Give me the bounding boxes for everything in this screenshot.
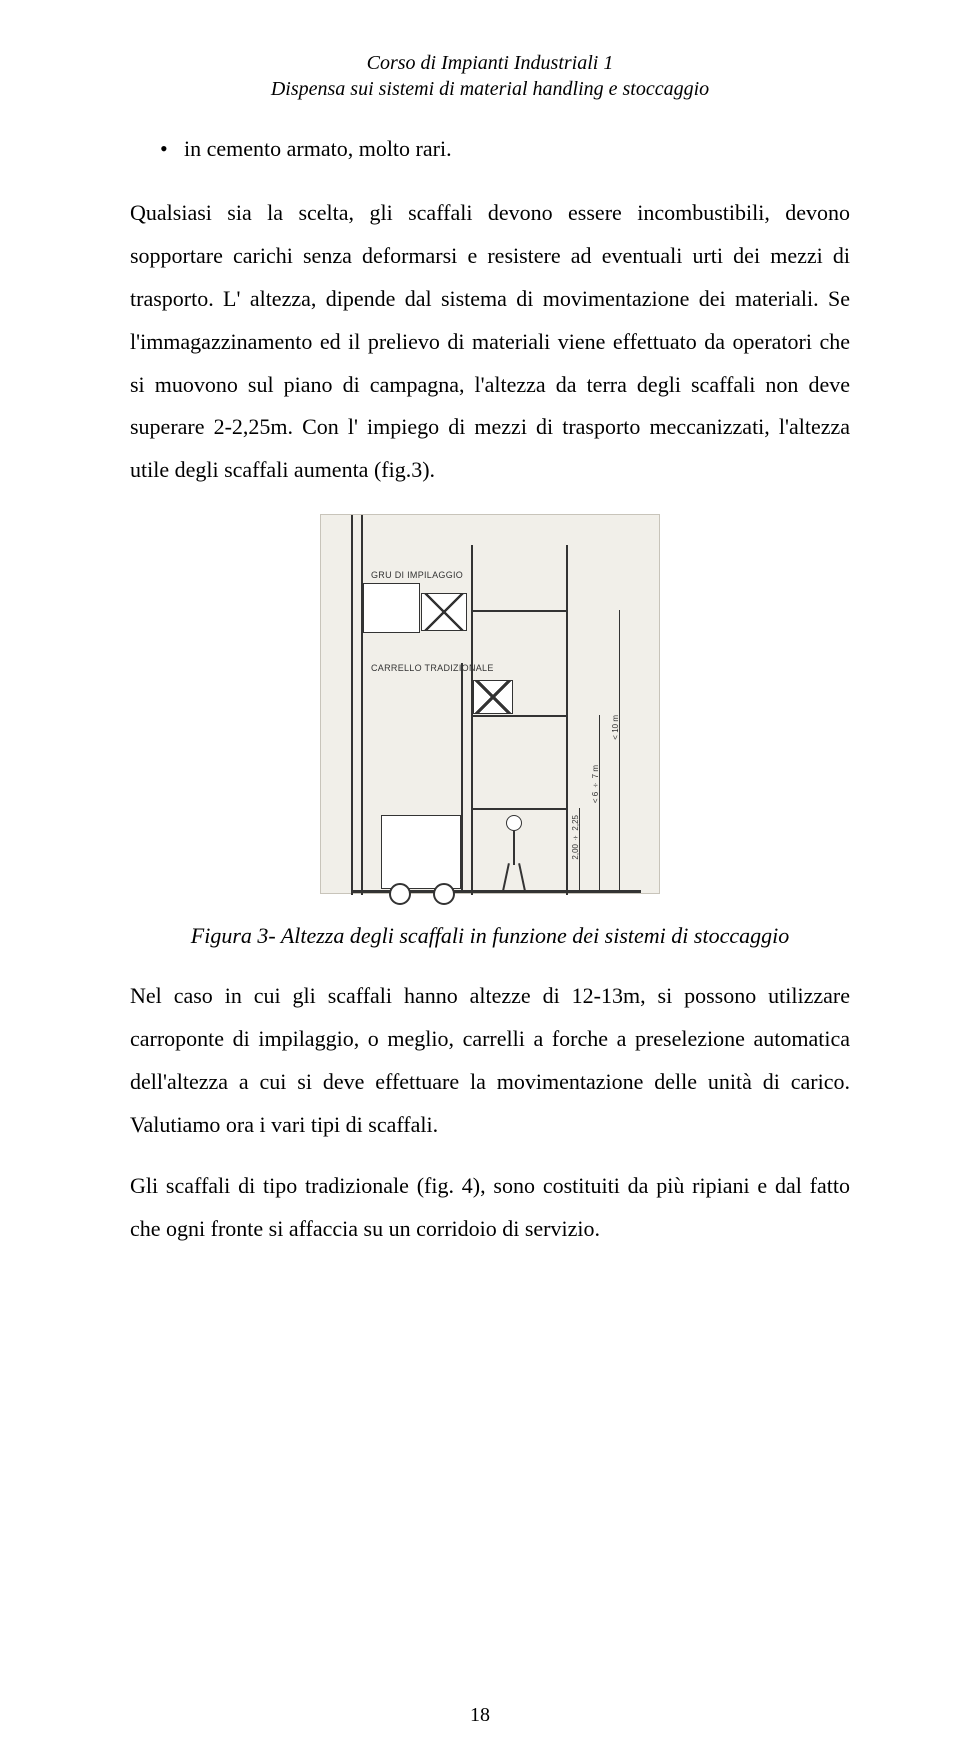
figure-3: GRU DI IMPILAGGIO CARRELLO TRADIZIONALE …: [130, 514, 850, 899]
fig-mast: [461, 663, 463, 893]
fig-line: [566, 545, 568, 895]
fig-line: [471, 715, 566, 717]
bullet-item: • in cemento armato, molto rari.: [160, 136, 850, 162]
figure-caption: Figura 3- Altezza degli scaffali in funz…: [130, 923, 850, 949]
fig-dim-1: 2,00 ÷ 2,25: [571, 815, 580, 860]
bullet-text: in cemento armato, molto rari.: [184, 136, 452, 162]
fig-dim-3: < 10 m: [611, 715, 620, 740]
header-line-1: Corso di Impianti Industriali 1: [130, 50, 850, 76]
paragraph-3: Gli scaffali di tipo tradizionale (fig. …: [130, 1165, 850, 1251]
fig-person: [499, 815, 529, 891]
figure-image: GRU DI IMPILAGGIO CARRELLO TRADIZIONALE …: [320, 514, 660, 894]
fig-pallet-top: [421, 593, 467, 631]
page-number: 18: [0, 1704, 960, 1727]
paragraph-1: Qualsiasi sia la scelta, gli scaffali de…: [130, 192, 850, 492]
fig-line: [471, 545, 473, 895]
fig-line: [361, 515, 363, 895]
fig-wheel: [433, 883, 455, 905]
fig-line: [351, 515, 353, 895]
fig-label-carrello: CARRELLO TRADIZIONALE: [371, 663, 494, 673]
fig-pallet-mid: [473, 680, 513, 714]
fig-wheel: [389, 883, 411, 905]
paragraph-2: Nel caso in cui gli scaffali hanno altez…: [130, 975, 850, 1147]
fig-dim-line: [619, 610, 620, 890]
bullet-marker: •: [160, 136, 184, 162]
header-line-2: Dispensa sui sistemi di material handlin…: [130, 76, 850, 102]
fig-line: [471, 610, 566, 612]
fig-dim-2: < 6 ÷ 7 m: [591, 765, 600, 803]
fig-label-gru: GRU DI IMPILAGGIO: [371, 570, 463, 580]
fig-line: [471, 808, 566, 810]
fig-forklift: [381, 815, 461, 889]
page: Corso di Impianti Industriali 1 Dispensa…: [0, 0, 960, 1761]
fig-gru-box: [363, 583, 420, 633]
page-header: Corso di Impianti Industriali 1 Dispensa…: [130, 50, 850, 102]
